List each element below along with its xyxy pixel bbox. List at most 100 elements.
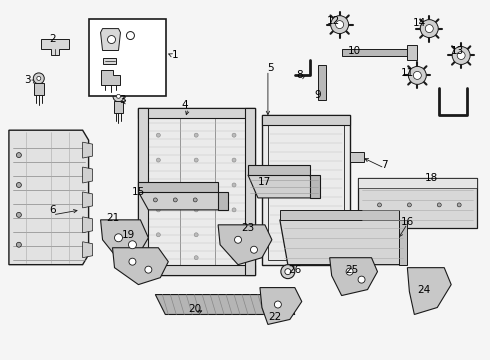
Circle shape — [408, 67, 426, 84]
Polygon shape — [248, 165, 310, 175]
Text: 23: 23 — [242, 223, 255, 233]
Circle shape — [232, 208, 236, 212]
Polygon shape — [9, 130, 89, 265]
Circle shape — [194, 233, 198, 237]
Polygon shape — [155, 294, 295, 315]
Text: 15: 15 — [132, 187, 145, 197]
Polygon shape — [245, 108, 255, 275]
Text: 8: 8 — [296, 71, 303, 80]
Polygon shape — [407, 45, 417, 60]
Polygon shape — [138, 192, 228, 210]
Circle shape — [232, 256, 236, 260]
Circle shape — [16, 212, 22, 217]
Circle shape — [194, 158, 198, 162]
Circle shape — [145, 266, 152, 273]
Circle shape — [457, 203, 461, 207]
Text: 1: 1 — [172, 50, 178, 60]
Polygon shape — [83, 242, 93, 258]
Circle shape — [232, 233, 236, 237]
Circle shape — [425, 24, 433, 32]
Text: 5: 5 — [268, 63, 274, 73]
Circle shape — [377, 203, 382, 207]
Circle shape — [232, 158, 236, 162]
Text: 3: 3 — [119, 95, 126, 105]
Polygon shape — [399, 220, 407, 265]
Polygon shape — [318, 66, 326, 100]
Circle shape — [414, 71, 421, 80]
Text: 13: 13 — [450, 45, 464, 55]
Circle shape — [107, 36, 116, 44]
Polygon shape — [330, 258, 377, 296]
Text: 12: 12 — [327, 15, 340, 26]
Polygon shape — [218, 225, 272, 265]
Circle shape — [407, 203, 412, 207]
Circle shape — [156, 208, 160, 212]
Text: 20: 20 — [189, 305, 202, 315]
Text: 14: 14 — [413, 18, 426, 28]
Polygon shape — [280, 220, 407, 265]
Text: 26: 26 — [288, 265, 301, 275]
Polygon shape — [113, 248, 168, 285]
Circle shape — [420, 20, 438, 37]
Polygon shape — [407, 268, 451, 315]
Circle shape — [274, 301, 281, 308]
Circle shape — [156, 183, 160, 187]
Text: 24: 24 — [417, 284, 431, 294]
Circle shape — [128, 241, 136, 249]
Polygon shape — [248, 175, 319, 198]
Circle shape — [457, 51, 465, 59]
Text: 2: 2 — [49, 33, 56, 44]
Polygon shape — [114, 101, 123, 113]
Circle shape — [156, 158, 160, 162]
Polygon shape — [138, 108, 255, 118]
Polygon shape — [83, 192, 93, 208]
Text: 17: 17 — [258, 177, 271, 187]
Polygon shape — [349, 152, 364, 162]
Circle shape — [16, 242, 22, 247]
Circle shape — [285, 269, 291, 275]
Polygon shape — [262, 115, 349, 265]
Circle shape — [358, 276, 365, 283]
Polygon shape — [100, 71, 121, 85]
Polygon shape — [310, 175, 319, 198]
Circle shape — [16, 183, 22, 188]
Bar — [89, 19, 166, 96]
Text: 4: 4 — [182, 100, 189, 110]
Text: 18: 18 — [425, 173, 438, 183]
Circle shape — [331, 15, 348, 33]
Circle shape — [156, 233, 160, 237]
Polygon shape — [358, 178, 477, 188]
Polygon shape — [262, 115, 349, 125]
Polygon shape — [358, 178, 477, 228]
Text: 21: 21 — [106, 213, 119, 223]
Circle shape — [156, 256, 160, 260]
Text: 19: 19 — [122, 230, 135, 240]
Text: 7: 7 — [381, 160, 388, 170]
Circle shape — [126, 32, 134, 40]
Circle shape — [173, 198, 177, 202]
Circle shape — [194, 133, 198, 137]
Circle shape — [437, 203, 441, 207]
Polygon shape — [100, 220, 148, 260]
Text: 3: 3 — [24, 75, 31, 85]
Text: 25: 25 — [345, 265, 358, 275]
Polygon shape — [83, 167, 93, 183]
Circle shape — [194, 183, 198, 187]
Circle shape — [235, 236, 242, 243]
Circle shape — [452, 46, 470, 64]
Polygon shape — [342, 49, 409, 57]
Circle shape — [232, 133, 236, 137]
Text: 6: 6 — [49, 205, 56, 215]
Polygon shape — [41, 39, 69, 55]
Circle shape — [115, 234, 122, 242]
Polygon shape — [138, 108, 148, 275]
Polygon shape — [138, 182, 218, 192]
Polygon shape — [100, 28, 121, 50]
Circle shape — [113, 91, 124, 102]
Circle shape — [129, 258, 136, 265]
Text: 22: 22 — [268, 312, 282, 323]
Text: 9: 9 — [315, 90, 321, 100]
Polygon shape — [102, 58, 117, 64]
Text: 10: 10 — [348, 45, 361, 55]
Polygon shape — [83, 142, 93, 158]
